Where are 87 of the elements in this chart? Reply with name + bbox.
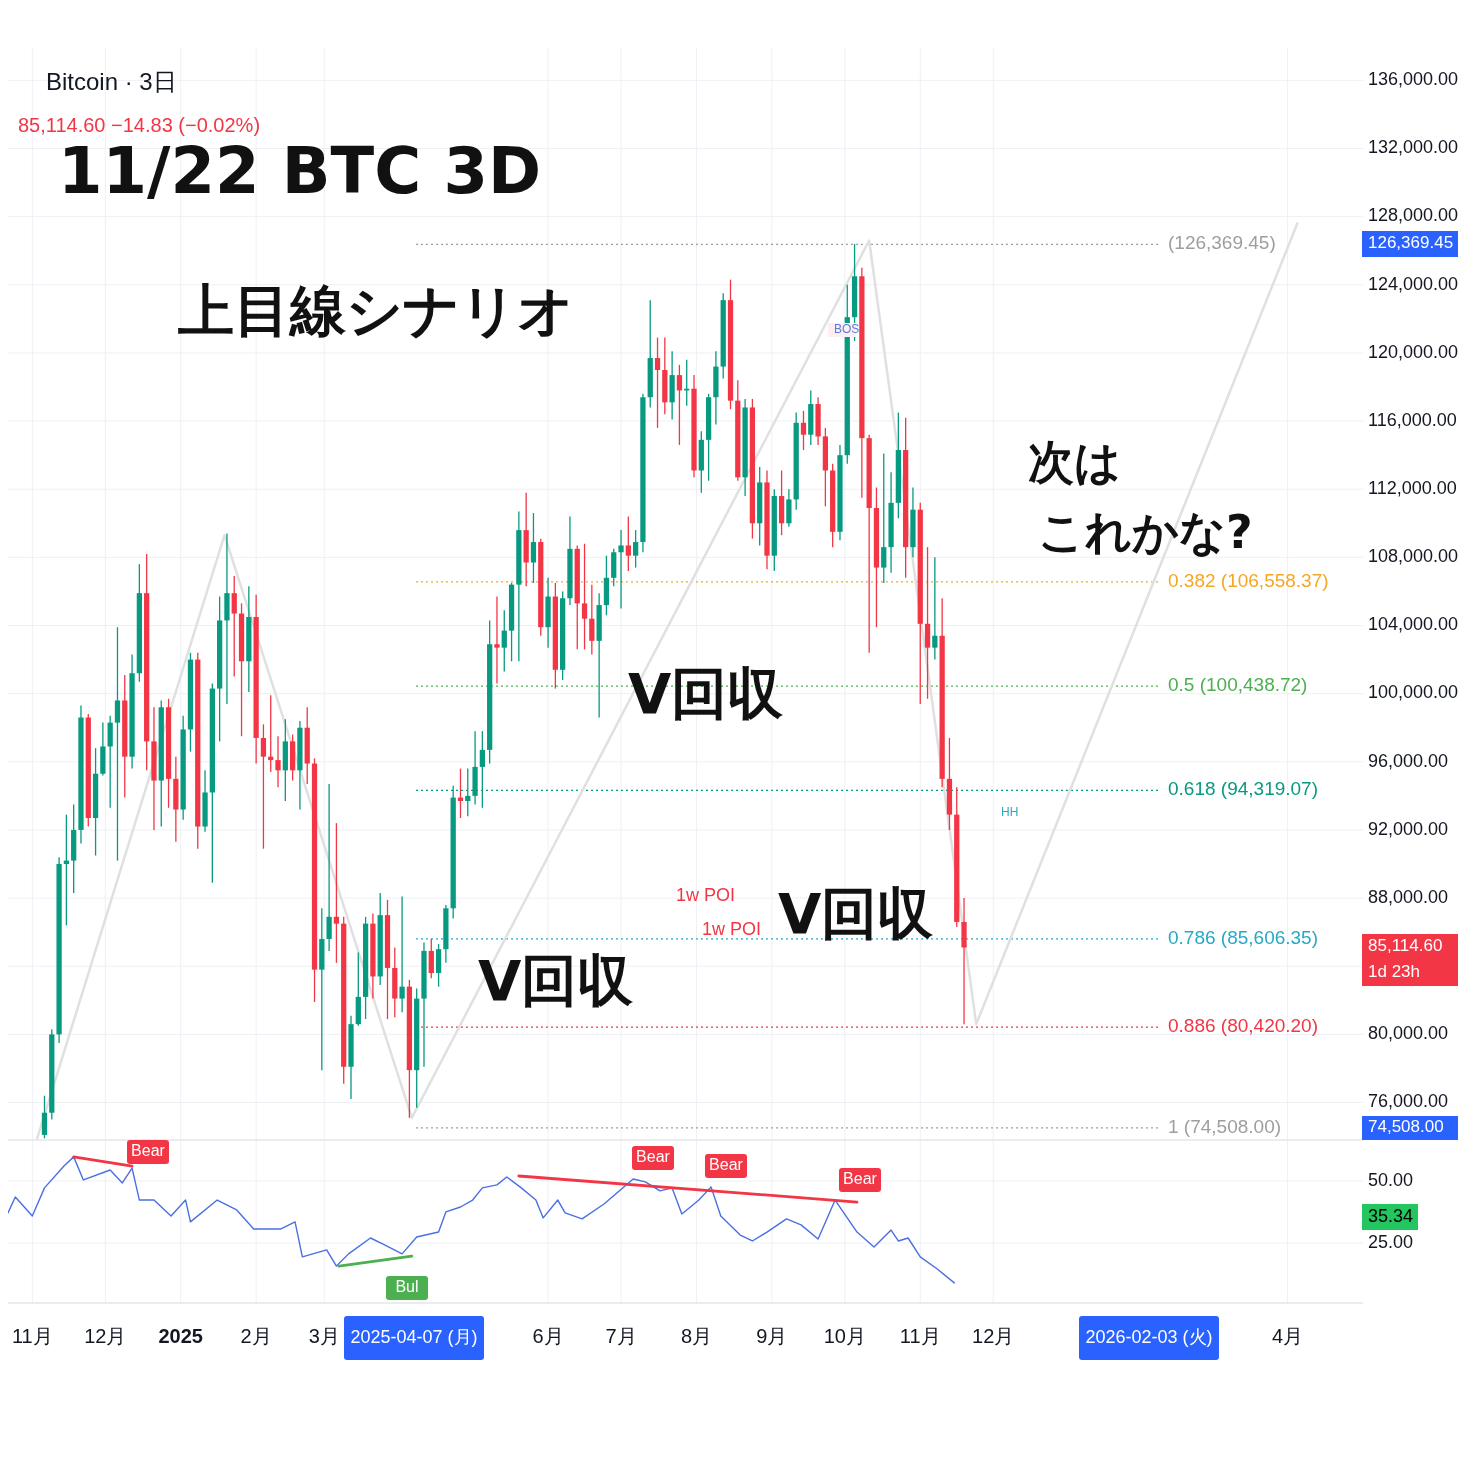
y-tick-label: 92,000.00 (1368, 818, 1449, 839)
candlestick (275, 735, 281, 789)
text: 126,369.45 (1368, 233, 1454, 253)
y-tick-label: 112,000.00 (1368, 477, 1457, 498)
candlestick (924, 546, 931, 700)
candlestick (114, 626, 121, 862)
candlestick (786, 488, 792, 528)
annotation: Bul (395, 1278, 419, 1296)
candlestick (428, 938, 434, 979)
x-tick-label: 6月 (532, 1325, 564, 1348)
x-tick-label: 7月 (605, 1325, 637, 1348)
candlestick (932, 556, 938, 661)
y-tick-label: 136,000.00 (1368, 69, 1459, 90)
candlestick (654, 336, 661, 429)
y-tick-label: 96,000.00 (1368, 750, 1449, 771)
ref-line-label: 0.5 (100,438.72) (1168, 674, 1308, 696)
candlestick (107, 715, 113, 809)
ref-line-label: 1 (74,508.00) (1168, 1115, 1282, 1137)
x-tick-label: 2月 (240, 1325, 272, 1348)
annotation: これかな? (1038, 505, 1253, 559)
annotation: BOS (834, 322, 860, 337)
candlestick (326, 783, 332, 952)
y-tick-label: 128,000.00 (1368, 205, 1459, 226)
text: 74,508.00 (1368, 1117, 1444, 1137)
candlestick (581, 543, 588, 651)
text: 2025-04-07 (月) (350, 1326, 478, 1347)
y-tick-label: 108,000.00 (1368, 546, 1459, 567)
candlestick (399, 895, 405, 1013)
candlestick (435, 943, 442, 988)
ref-line-label: 0.786 (85,606.35) (1168, 926, 1319, 948)
candlestick (494, 595, 500, 685)
y-tick-label: 76,000.00 (1368, 1091, 1449, 1112)
annotation: V回収 (778, 881, 935, 946)
candlestick (260, 723, 267, 850)
annotation: V回収 (628, 661, 785, 726)
y-tick-label: 80,000.00 (1368, 1023, 1449, 1044)
candlestick (501, 609, 507, 673)
annotation: Bear (131, 1142, 166, 1160)
x-tick-label: 12月 (84, 1325, 127, 1348)
x-tick-label: 8月 (680, 1325, 713, 1348)
y-tick-label: 124,000.00 (1368, 273, 1459, 294)
y-tick-label: 88,000.00 (1368, 886, 1449, 907)
x-tick-label: 11月 (899, 1325, 941, 1348)
y-tick-label: 100,000.00 (1368, 682, 1459, 703)
x-tick-label: 3月 (308, 1325, 340, 1348)
annotation: HH (1001, 805, 1019, 819)
annotation: Bear (843, 1170, 878, 1188)
candlestick (333, 822, 340, 964)
annotation: 1w POI (676, 885, 736, 905)
candlestick (618, 529, 624, 610)
annotation: 上目線シナリオ (178, 278, 574, 343)
y-tick-label: 25.00 (1368, 1231, 1414, 1252)
ref-line-label: 0.886 (80,420.20) (1168, 1015, 1319, 1037)
y-tick-label: 50.00 (1368, 1169, 1414, 1190)
y-tick-label: 104,000.00 (1368, 614, 1459, 635)
text: 85,114.60 −14.83 (−0.02%) (18, 114, 261, 136)
x-tick-label: 4月 (1272, 1325, 1304, 1348)
text: 1d 23h (1368, 962, 1420, 982)
candlestick (589, 583, 595, 656)
ref-line-label: 0.618 (94,319.07) (1168, 778, 1319, 800)
text: Bitcoin · 3日 (46, 68, 177, 95)
y-tick-label: 132,000.00 (1368, 137, 1459, 158)
y-tick-label: 120,000.00 (1368, 341, 1459, 362)
annotation: Bear (636, 1148, 671, 1166)
candlestick (530, 512, 537, 584)
x-tick-label: 11月 (11, 1325, 53, 1348)
ref-line-label: (126,369.45) (1168, 232, 1276, 254)
annotation: 1w POI (702, 919, 762, 939)
candlestick (231, 575, 237, 678)
candlestick (800, 410, 807, 451)
candlestick (633, 529, 639, 569)
annotation: V回収 (478, 948, 635, 1013)
x-tick-label: 10月 (823, 1325, 866, 1348)
x-tick-label: 9月 (756, 1325, 788, 1348)
candlestick (881, 452, 887, 584)
text: 35.34 (1368, 1205, 1414, 1226)
text: 85,114.60 (1368, 936, 1443, 956)
x-tick-label: 12月 (972, 1325, 1015, 1348)
annotation: Bear (709, 1156, 744, 1174)
y-tick-label: 116,000.00 (1368, 409, 1457, 430)
text: 2026-02-03 (火) (1085, 1326, 1213, 1347)
annotation: 次は (1028, 435, 1121, 489)
ref-line-label: 0.382 (106,558.37) (1168, 569, 1329, 591)
candlestick (41, 1095, 48, 1139)
candlestick (625, 515, 631, 572)
x-tick-label: 2025 (158, 1325, 203, 1348)
candlestick (676, 364, 683, 446)
